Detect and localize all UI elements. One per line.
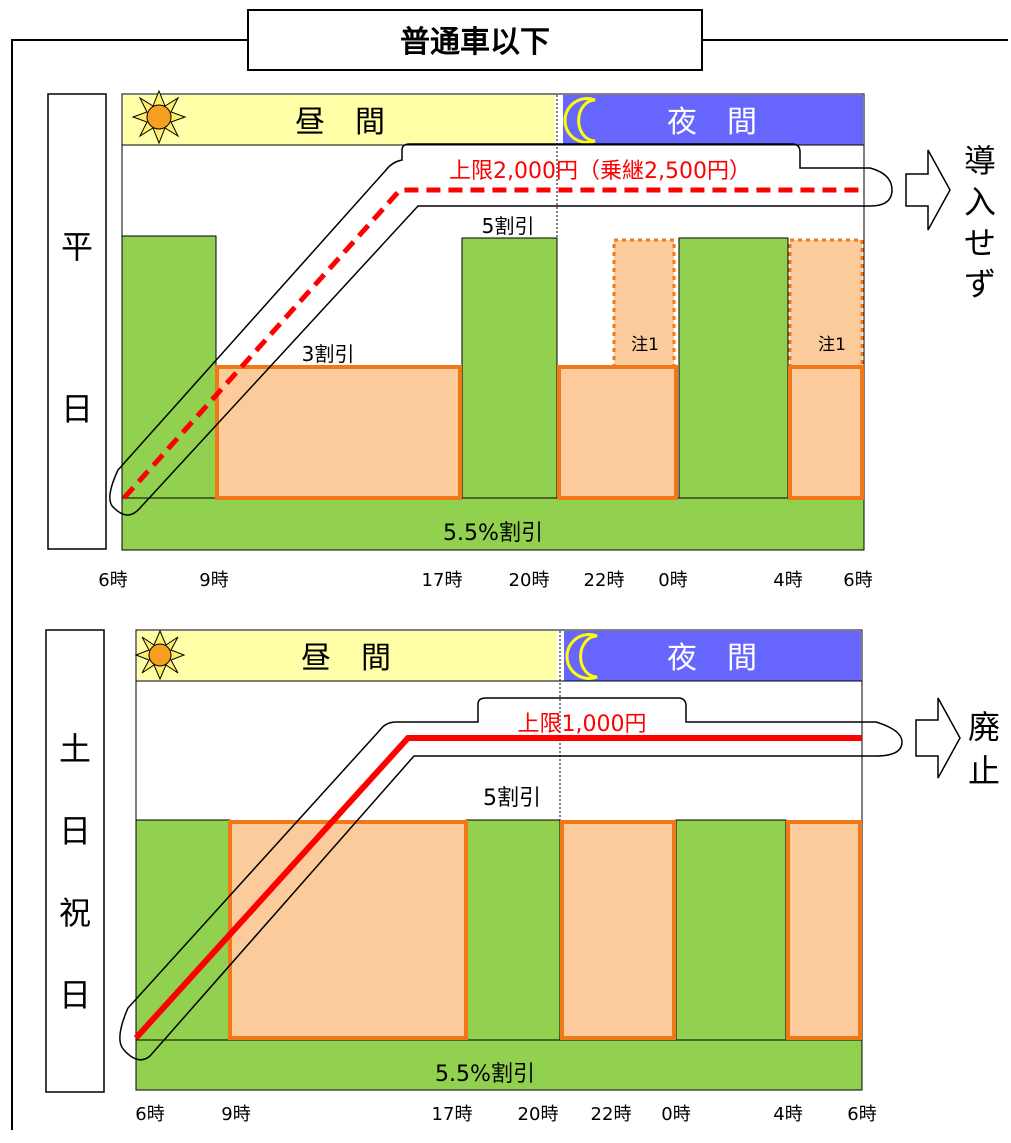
holiday-cap-label: 上限1,000円 — [518, 712, 647, 737]
weekday-bar-0-4 — [678, 237, 789, 499]
weekday-base-discount: 5.5%割引 — [443, 521, 543, 546]
holiday-time-9: 9時 — [221, 1104, 250, 1125]
sun-icon — [131, 89, 187, 145]
weekday-label-box — [47, 93, 107, 550]
outer-frame — [11, 39, 1008, 1130]
holiday-panel: 土 日 祝 日 昼 間 夜 間 5.5%割引 5割引 上限1,000円 廃 — [45, 629, 1000, 1125]
holiday-cap-line — [133, 735, 862, 1041]
holiday-base-band — [135, 1039, 863, 1091]
holiday-cap-outline — [119, 697, 903, 1061]
weekday-time-0: 0時 — [658, 570, 687, 591]
holiday-time-6b: 6時 — [847, 1104, 876, 1125]
weekday-day-band — [123, 95, 555, 145]
holiday-bar-0-4 — [675, 819, 787, 1041]
title-box — [247, 9, 703, 71]
holiday-label-char-2: 日 — [59, 812, 91, 850]
weekday-night-band — [563, 95, 863, 145]
weekday-time-6: 6時 — [98, 570, 127, 591]
weekday-time-17: 17時 — [422, 570, 463, 591]
weekday-time-20: 20時 — [509, 570, 550, 591]
weekday-time-9: 9時 — [199, 570, 228, 591]
holiday-day-label: 昼 間 — [301, 641, 391, 676]
holiday-time-6: 6時 — [135, 1104, 164, 1125]
holiday-discount-5: 5割引 — [483, 786, 541, 811]
holiday-peach-9-17 — [228, 820, 468, 1040]
weekday-result-arrow-icon — [905, 149, 951, 231]
weekday-label-char-1: 平 — [61, 228, 93, 266]
holiday-time-20: 20時 — [518, 1104, 559, 1125]
moon-icon — [563, 97, 596, 144]
holiday-base-discount: 5.5%割引 — [435, 1062, 535, 1087]
weekday-label-char-2: 日 — [61, 390, 93, 428]
holiday-result-arrow-icon — [915, 697, 961, 779]
weekday-note-right: 注1 — [818, 335, 846, 355]
holiday-time-axis: 6時 9時 17時 20時 22時 0時 4時 6時 — [135, 1104, 876, 1125]
holiday-time-0: 0時 — [661, 1104, 690, 1125]
holiday-peach-4-6 — [786, 820, 862, 1040]
weekday-cap-line — [122, 187, 864, 500]
weekday-day-label: 昼 間 — [295, 105, 385, 140]
weekday-bar-17-20 — [461, 237, 558, 499]
weekday-discount-3: 3割引 — [302, 342, 355, 366]
holiday-peach-20-0 — [560, 820, 676, 1040]
holiday-label-char-4: 日 — [59, 976, 91, 1014]
holiday-result-char-1: 廃 — [968, 708, 1000, 746]
weekday-time-22: 22時 — [584, 570, 625, 591]
weekday-note-left: 注1 — [631, 335, 659, 355]
holiday-time-4: 4時 — [773, 1104, 802, 1125]
holiday-day-band — [137, 631, 557, 681]
weekday-cap-outline — [109, 143, 893, 516]
weekday-time-6b: 6時 — [843, 570, 872, 591]
weekday-panel: 平 日 昼 間 夜 間 5.5%割引 注1 注1 — [47, 89, 996, 591]
weekday-cap-label: 上限2,000円（乗継2,500円） — [449, 159, 751, 184]
weekday-night-label: 夜 間 — [667, 105, 757, 140]
holiday-time-22: 22時 — [591, 1104, 632, 1125]
weekday-result-char-1: 導 — [964, 142, 996, 180]
weekday-discount-5: 5割引 — [482, 214, 535, 238]
holiday-bar-6-9 — [135, 819, 231, 1041]
holiday-label-char-1: 土 — [59, 730, 91, 768]
weekday-bar-6-9 — [121, 235, 217, 499]
moon-icon — [565, 633, 598, 680]
weekday-result-char-3: せ — [964, 224, 996, 262]
weekday-peach-9-17 — [215, 365, 462, 500]
weekday-peach-4-6 — [788, 365, 864, 500]
holiday-night-label: 夜 間 — [667, 641, 757, 676]
holiday-time-17: 17時 — [432, 1104, 473, 1125]
sun-icon — [134, 629, 186, 681]
weekday-time-4: 4時 — [773, 570, 802, 591]
weekday-time-axis: 6時 9時 17時 20時 22時 0時 4時 6時 — [98, 570, 872, 591]
weekday-peach-20-0 — [557, 365, 678, 500]
holiday-label-char-3: 祝 — [59, 894, 91, 932]
holiday-result-char-2: 止 — [968, 752, 1000, 790]
holiday-night-band — [564, 631, 861, 681]
holiday-label-box — [45, 629, 105, 1093]
weekday-result-char-4: ず — [964, 265, 996, 303]
page-title: 普通車以下 — [400, 25, 550, 60]
holiday-bar-17-20 — [465, 819, 561, 1041]
weekday-result-char-2: 入 — [964, 183, 996, 221]
